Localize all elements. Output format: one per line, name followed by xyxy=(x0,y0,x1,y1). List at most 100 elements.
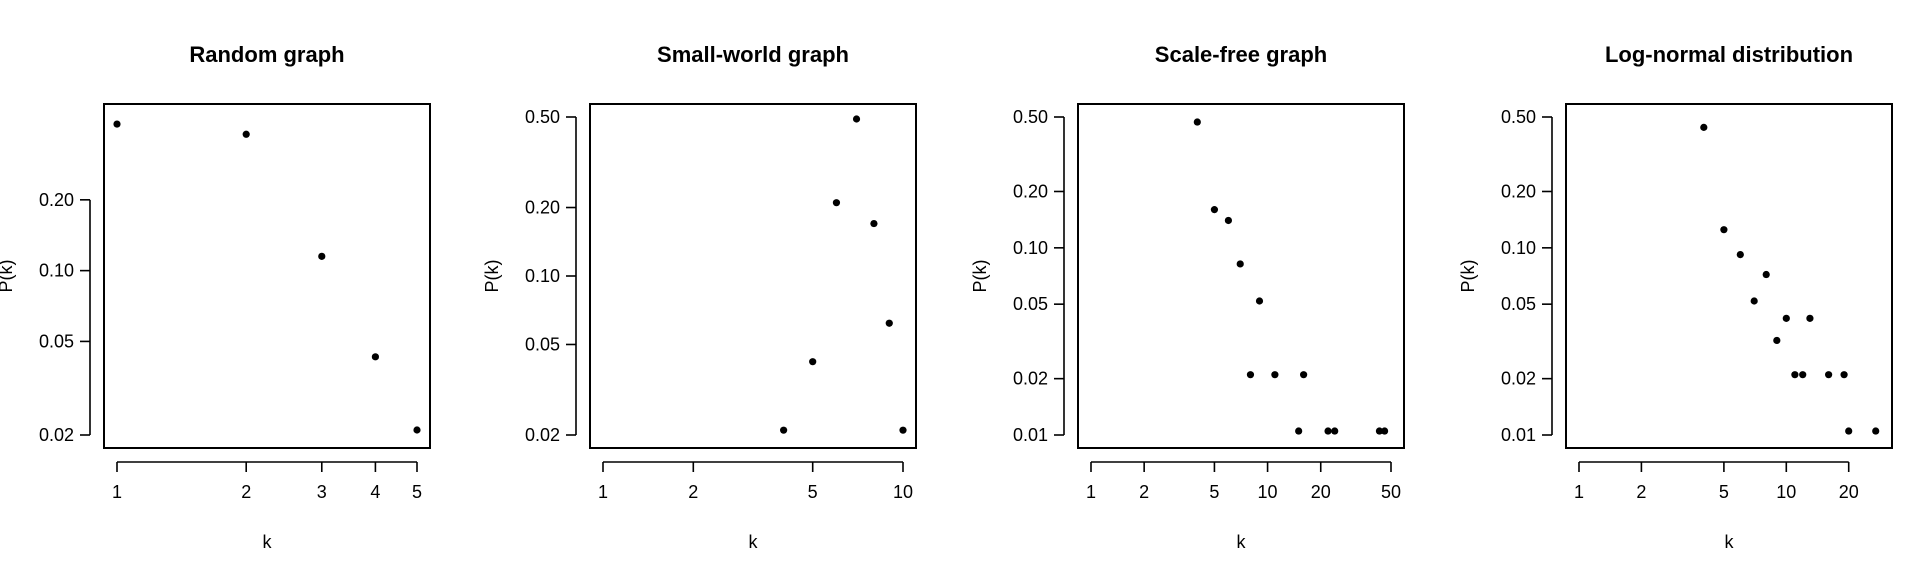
y-tick-label: 0.01 xyxy=(1013,425,1048,445)
data-point xyxy=(809,358,817,366)
x-tick-label: 5 xyxy=(412,482,422,502)
y-tick-label: 0.05 xyxy=(1501,294,1536,314)
x-tick-label: 10 xyxy=(1776,482,1796,502)
x-tick-label: 10 xyxy=(893,482,913,502)
data-point xyxy=(1331,427,1339,435)
data-point xyxy=(1791,371,1799,379)
y-tick-label: 0.10 xyxy=(1013,238,1048,258)
data-point xyxy=(413,426,421,434)
y-axis-label: P(k) xyxy=(0,260,16,293)
data-point xyxy=(371,353,380,361)
data-point xyxy=(1799,371,1807,379)
y-tick-label: 0.05 xyxy=(1013,294,1048,314)
chart-panel-3: Scale-free graph 1 2 5 10 20 50 0.01 0.02 0.05 0.1… xyxy=(970,42,1405,552)
y-tick-label: 0.10 xyxy=(1501,238,1536,258)
y-tick-label: 0.02 xyxy=(525,425,560,445)
x-tick-label: 10 xyxy=(1258,482,1278,502)
data-point xyxy=(1246,371,1255,379)
x-tick-label: 5 xyxy=(808,482,818,502)
data-point xyxy=(885,319,893,327)
chart-title: Random graph xyxy=(189,42,344,67)
data-point xyxy=(1300,371,1308,379)
data-point xyxy=(1845,427,1853,435)
y-tick-label: 0.10 xyxy=(39,261,74,281)
data-point xyxy=(242,130,250,138)
x-tick-label: 2 xyxy=(688,482,698,502)
x-tick-label: 1 xyxy=(1574,482,1584,502)
data-point xyxy=(1700,123,1708,131)
x-tick-label: 20 xyxy=(1839,482,1859,502)
x-tick-label: 5 xyxy=(1719,482,1729,502)
data-point xyxy=(1381,427,1389,435)
data-point xyxy=(852,115,861,123)
data-point xyxy=(1193,118,1201,126)
x-axis-label: k xyxy=(1237,532,1247,552)
x-tick-label: 2 xyxy=(241,482,251,502)
chart-panel-2: Small-world graph 1 2 5 10 0.02 0.05 0.10 0.20 0.… xyxy=(482,42,917,552)
data-point xyxy=(1271,371,1279,379)
y-tick-label: 0.20 xyxy=(1501,181,1536,201)
chart-panel-1: Random graph 1 2 3 4 5 0.02 0.05 0.10 0.20 k P(k) xyxy=(0,42,431,552)
data-point xyxy=(1806,314,1814,322)
y-tick-label: 0.50 xyxy=(1501,107,1536,127)
data-point xyxy=(1236,260,1244,268)
data-point xyxy=(1255,297,1264,305)
x-tick-label: 2 xyxy=(1139,482,1149,502)
data-point xyxy=(1825,371,1833,379)
y-tick-label: 0.20 xyxy=(39,190,74,210)
data-point xyxy=(113,120,121,128)
x-tick-label: 5 xyxy=(1209,482,1219,502)
x-tick-label: 1 xyxy=(112,482,122,502)
y-tick-label: 0.02 xyxy=(1013,369,1048,389)
data-point xyxy=(318,252,326,260)
data-point xyxy=(1736,251,1744,259)
plot-frame xyxy=(589,103,917,449)
plot-frame xyxy=(1077,103,1405,449)
y-axis-label: P(k) xyxy=(1458,260,1478,293)
x-tick-label: 20 xyxy=(1311,482,1331,502)
y-axis-label: P(k) xyxy=(482,260,502,293)
x-tick-label: 50 xyxy=(1381,482,1401,502)
chart-title: Log-normal distribution xyxy=(1605,42,1853,67)
x-axis-label: k xyxy=(749,532,759,552)
chart-panel-4: Log-normal distribution 1 2 5 10 20 0.01 0.02 0.… xyxy=(1458,42,1893,552)
data-point xyxy=(1762,270,1770,279)
x-tick-label: 1 xyxy=(598,482,608,502)
y-tick-label: 0.50 xyxy=(525,107,560,127)
y-tick-label: 0.02 xyxy=(39,425,74,445)
x-tick-label: 2 xyxy=(1636,482,1646,502)
plot-frame xyxy=(103,103,431,449)
chart-title: Scale-free graph xyxy=(1155,42,1327,67)
y-tick-label: 0.10 xyxy=(525,266,560,286)
x-axis-label: k xyxy=(1725,532,1735,552)
data-point xyxy=(1375,427,1384,435)
y-axis-label: P(k) xyxy=(970,260,990,293)
data-point xyxy=(1782,314,1790,322)
data-point xyxy=(870,219,878,228)
data-point xyxy=(1324,427,1332,435)
data-point xyxy=(1210,206,1219,214)
y-tick-label: 0.05 xyxy=(39,331,74,351)
x-tick-label: 3 xyxy=(317,482,327,502)
data-point xyxy=(1872,427,1880,435)
y-tick-label: 0.01 xyxy=(1501,425,1536,445)
y-tick-label: 0.05 xyxy=(525,334,560,354)
data-point xyxy=(899,426,907,434)
data-point xyxy=(780,426,788,434)
data-point xyxy=(1295,427,1303,435)
y-tick-label: 0.02 xyxy=(1501,369,1536,389)
plot-frame xyxy=(1565,103,1893,449)
data-point xyxy=(1773,336,1781,345)
chart-title: Small-world graph xyxy=(657,42,849,67)
data-point xyxy=(832,199,841,207)
data-point xyxy=(1750,297,1758,305)
data-point xyxy=(1224,216,1233,225)
x-tick-label: 4 xyxy=(370,482,380,502)
data-point xyxy=(1840,371,1848,379)
x-axis-label: k xyxy=(263,532,273,552)
x-tick-label: 1 xyxy=(1086,482,1096,502)
y-tick-label: 0.50 xyxy=(1013,107,1048,127)
y-tick-label: 0.20 xyxy=(1013,181,1048,201)
data-point xyxy=(1720,226,1728,234)
